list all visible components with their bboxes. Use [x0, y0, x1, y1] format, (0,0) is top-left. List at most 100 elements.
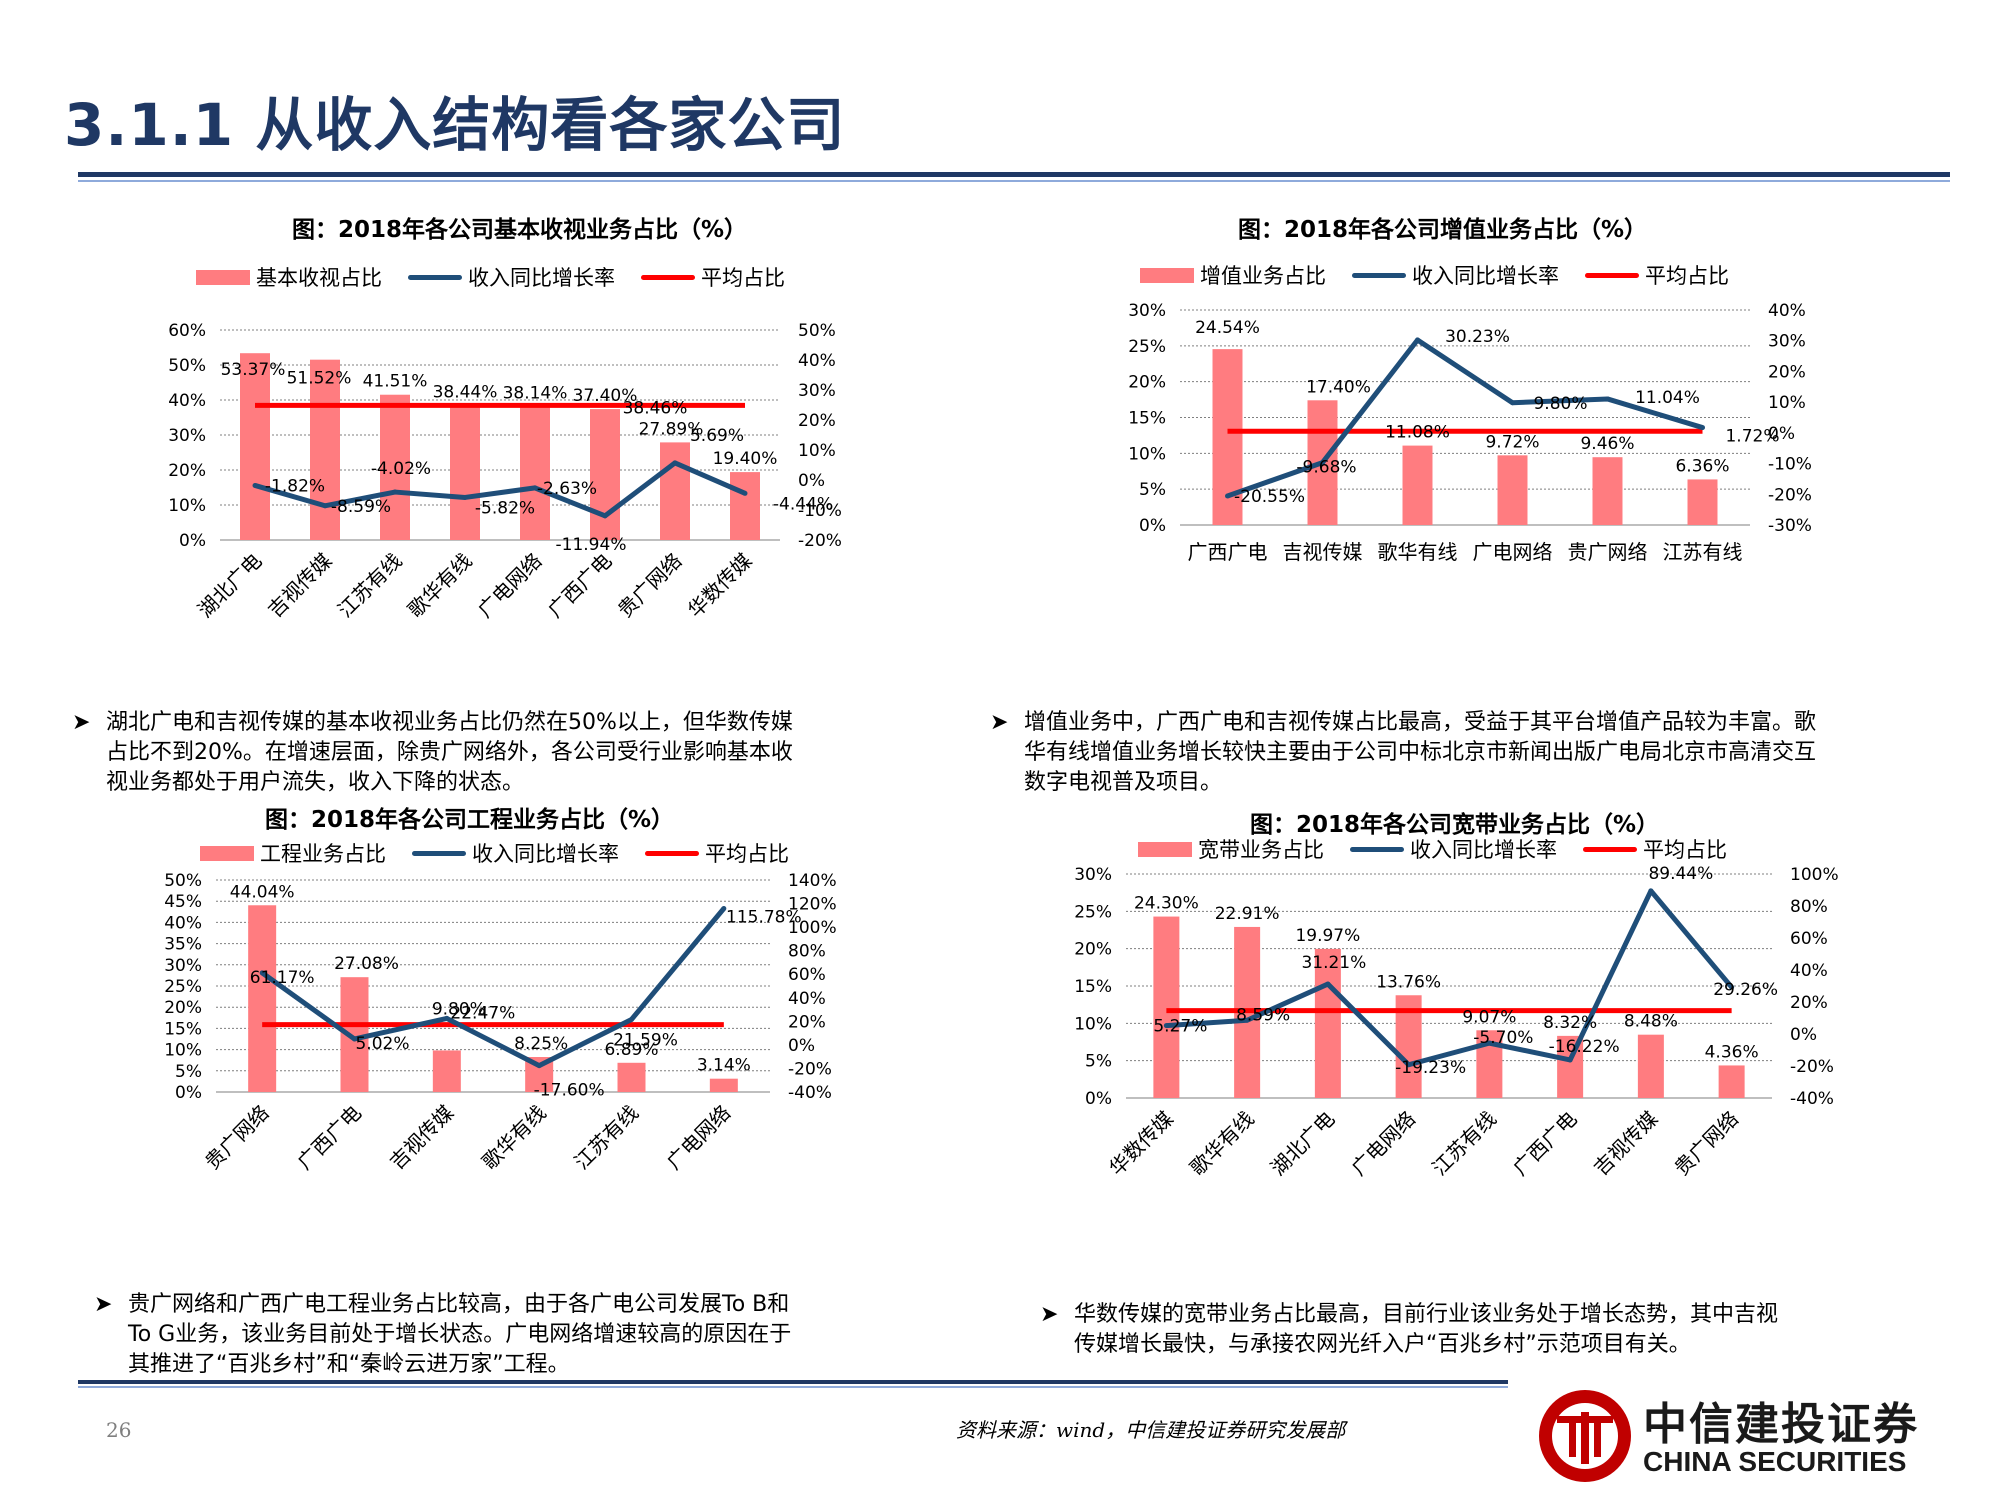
title-divider: [78, 172, 1950, 177]
growth-data-label: -2.63%: [537, 479, 597, 499]
y-right-tick: 60%: [1790, 929, 1828, 949]
bullet-line: 华数传媒的宽带业务占比最高，目前行业该业务处于增长态势，其中吉视: [1074, 1302, 1779, 1327]
bullet-line: 贵广网络和广西广电工程业务占比较高，由于各广电公司发展To B和: [128, 1292, 790, 1317]
logo-en-text: CHINA SECURITIES: [1643, 1446, 1907, 1477]
y-left-tick: 0%: [1085, 1089, 1112, 1109]
growth-data-label: -17.60%: [534, 1081, 605, 1101]
bullet-arrow-icon: ➤: [990, 710, 1009, 735]
growth-point: [1244, 1017, 1250, 1023]
growth-point: [1729, 984, 1735, 990]
y-left-tick: 40%: [164, 913, 202, 933]
growth-point: [536, 1063, 542, 1069]
bar: [450, 405, 480, 540]
bar: [1637, 1034, 1664, 1098]
bullet-line: To G业务，该业务目前处于增长状态。广电网络增速较高的原因在于: [128, 1322, 792, 1347]
y-left-tick: 15%: [1128, 409, 1166, 429]
y-right-tick: 20%: [798, 411, 836, 431]
legend-item-growth: 收入同比增长率: [412, 838, 619, 868]
growth-data-label: -4.02%: [371, 459, 431, 479]
bullet-line: 视业务都处于用户流失，收入下降的状态。: [106, 770, 525, 795]
growth-data-label: 9.80%: [1533, 394, 1587, 414]
growth-point: [742, 490, 748, 496]
y-right-tick: 0%: [1768, 424, 1795, 444]
y-left-tick: 30%: [168, 426, 206, 446]
bar: [1314, 948, 1341, 1098]
growth-point: [462, 494, 468, 500]
x-category-label: 广西广电: [1508, 1107, 1582, 1181]
y-left-tick: 35%: [164, 935, 202, 955]
chart-basic-viewing: 0% 10% 20% 30% 40% 50% 60% -20% -10% 0% 10% 20% 30% 4…: [130, 310, 890, 710]
chart2-legend: 增值业务占比 收入同比增长率 平均占比: [1140, 260, 1729, 290]
legend-item-bar: 增值业务占比: [1140, 260, 1326, 290]
bar: [660, 442, 690, 540]
x-category-label: 江苏有线: [1427, 1107, 1501, 1181]
growth-point: [1415, 337, 1420, 343]
y-right-tick: 10%: [798, 441, 836, 461]
y-left-tick: 0%: [1139, 516, 1166, 536]
y-left-tick: 20%: [1128, 373, 1166, 393]
legend-item-avg: 平均占比: [1583, 834, 1727, 864]
bar-data-label: 8.25%: [514, 1034, 568, 1054]
bar: [380, 394, 410, 540]
chart-value-added: 0% 5% 10% 15% 20% 25% 30% -30% -20% -10% 0% 10% 20% 3…: [1100, 300, 1860, 645]
growth-data-label: -9.68%: [1296, 458, 1356, 478]
x-category-label: 贵广网络: [1670, 1107, 1744, 1181]
growth-data-label: 21.59%: [613, 1030, 678, 1050]
y-right-tick: -40%: [788, 1083, 832, 1103]
y-left-tick: 25%: [1074, 902, 1112, 922]
bullet-line: 数字电视普及项目。: [1024, 770, 1223, 795]
y-left-tick: 25%: [164, 977, 202, 997]
y-left-tick: 5%: [1085, 1052, 1112, 1072]
growth-data-label: 5.27%: [1153, 1017, 1207, 1037]
chart-svg: 0% 5% 10% 15% 20% 25% 30% -40% -20% 0% 20% 40% 60% 80…: [1074, 864, 1839, 1181]
bullet-broadband: ➤ 华数传媒的宽带业务占比最高，目前行业该业务处于增长态势，其中吉视 传媒增长最…: [1040, 1300, 1940, 1362]
growth-data-label: 8.59%: [1236, 1005, 1290, 1025]
y-left-tick: 10%: [1074, 1014, 1112, 1034]
growth-point: [1486, 1040, 1492, 1046]
growth-data-label: -11.94%: [556, 535, 627, 555]
y-left-tick: 15%: [1074, 977, 1112, 997]
chart-broadband: 0% 5% 10% 15% 20% 25% 30% -40% -20% 0% 20% 40% 60% 80…: [1060, 862, 1890, 1267]
bar-data-label: 4.36%: [1705, 1042, 1759, 1062]
y-right-tick: 20%: [788, 1012, 826, 1032]
bullet-line: 湖北广电和吉视传媒的基本收视业务占比仍然在50%以上，但华数传媒: [106, 710, 793, 735]
legend-item-avg: 平均占比: [641, 262, 785, 292]
bullet-line: 华有线增值业务增长较快主要由于公司中标北京市新闻出版广电局北京市高清交互: [1024, 740, 1817, 765]
growth-point: [259, 970, 265, 976]
y-left-tick: 50%: [168, 356, 206, 376]
legend-item-growth: 收入同比增长率: [1350, 834, 1557, 864]
bullet-arrow-icon: ➤: [94, 1292, 113, 1317]
bullet-line: 其推进了“百兆乡村”和“秦岭云进万家”工程。: [128, 1352, 570, 1377]
legend-item-avg: 平均占比: [1585, 260, 1729, 290]
growth-data-label: 22.47%: [450, 1003, 515, 1023]
y-right-tick: 100%: [1790, 865, 1839, 885]
chart2-title: 图：2018年各公司增值业务占比（%）: [1238, 217, 1648, 243]
y-right-tick: 20%: [1768, 362, 1806, 382]
y-right-tick: -10%: [798, 501, 842, 521]
y-left-tick: 30%: [1128, 301, 1166, 321]
bar-data-label: 9.46%: [1580, 434, 1634, 454]
y-right-tick: 30%: [1768, 332, 1806, 352]
x-category-label: 贵广网络: [200, 1101, 274, 1175]
x-category-label: 广电网络: [473, 549, 547, 623]
x-category-label: 广西广电: [292, 1101, 366, 1175]
chart1-legend: 基本收视占比 收入同比增长率 平均占比: [196, 262, 785, 292]
bar-data-label: 22.91%: [1215, 904, 1280, 924]
growth-point: [322, 503, 328, 509]
bar-data-label: 9.07%: [1462, 1007, 1516, 1027]
growth-point: [602, 513, 608, 519]
growth-data-label: 31.21%: [1301, 953, 1366, 973]
chart-svg: 0% 5% 10% 15% 20% 25% 30% -30% -20% -10% 0% 10% 20% 3…: [1128, 301, 1812, 564]
y-right-tick: -40%: [1790, 1089, 1834, 1109]
avg-data-label: 38.46%: [623, 398, 688, 418]
legend-item-bar: 工程业务占比: [200, 838, 386, 868]
bar-data-label: 51.52%: [287, 369, 352, 389]
bar-data-label: 6.89%: [604, 1040, 658, 1060]
growth-data-label: 61.17%: [250, 968, 315, 988]
y-right-tick: -20%: [788, 1059, 832, 1079]
bar: [310, 359, 340, 540]
growth-data-label: 11.04%: [1635, 388, 1700, 408]
bar-data-label: 13.76%: [1376, 972, 1441, 992]
growth-line: [254, 460, 746, 519]
bar-data-label: 38.44%: [433, 382, 498, 402]
